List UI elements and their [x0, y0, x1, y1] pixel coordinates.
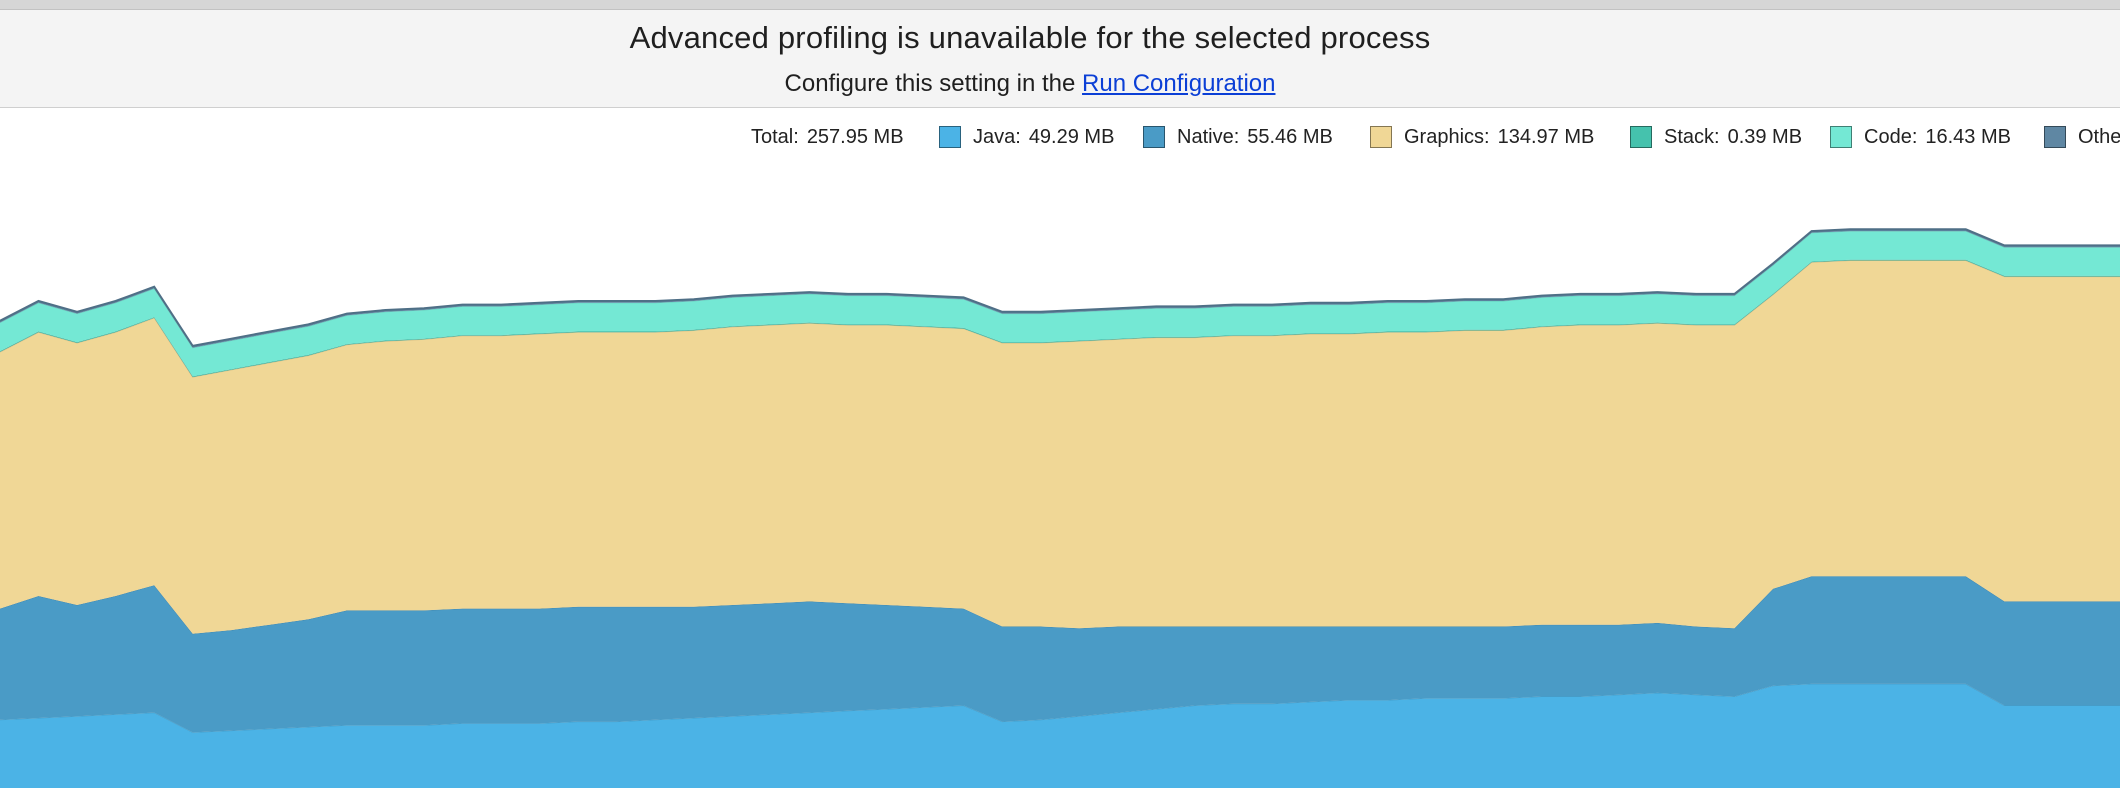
banner-title: Advanced profiling is unavailable for th…: [629, 20, 1431, 55]
legend-value-graphics: 134.97 MB: [1497, 126, 1595, 148]
area-series-graphics: [0, 260, 2120, 634]
area-edge-native: [0, 575, 2120, 635]
legend-total-label: Total:: [751, 126, 799, 148]
run-configuration-link[interactable]: Run Configuration: [1082, 70, 1276, 97]
legend-swatch-native: [1143, 126, 1165, 148]
legend-value-java: 49.29 MB: [1028, 126, 1115, 148]
area-series-code: [0, 231, 2120, 377]
memory-stacked-area-chart: [0, 228, 2120, 788]
legend-item-stack: Stack: 0.39 MB: [1630, 122, 1802, 152]
banner-subtitle: Configure this setting in the Run Config…: [0, 70, 2060, 98]
window-top-strip: [0, 0, 2120, 10]
legend-swatch-java: [939, 126, 961, 148]
legend-total-value: 257.95 MB: [806, 126, 904, 148]
legend-swatch-others: [2044, 126, 2066, 148]
area-series-java: [0, 683, 2120, 788]
legend-label-others: Othe: [2078, 126, 2120, 148]
legend-swatch-code: [1830, 126, 1852, 148]
legend-item-java: Java: 49.29 MB: [939, 122, 1114, 152]
legend-item-others: Othe: [2044, 122, 2120, 152]
legend-value-code: 16.43 MB: [1925, 126, 2011, 148]
legend-label-graphics: Graphics:: [1404, 126, 1490, 148]
legend-swatch-stack: [1630, 126, 1652, 148]
legend-item-graphics: Graphics: 134.97 MB: [1370, 122, 1594, 152]
area-layers: [0, 228, 2120, 788]
legend-value-native: 55.46 MB: [1247, 126, 1333, 148]
legend-swatch-graphics: [1370, 126, 1392, 148]
memory-legend: Total: 257.95 MB Java: 49.29 MB Native: …: [0, 122, 2120, 152]
profiling-unavailable-banner: Advanced profiling is unavailable for th…: [0, 10, 2120, 108]
legend-item-native: Native: 55.46 MB: [1143, 122, 1333, 152]
area-series-native: [0, 576, 2120, 733]
area-edge-others: [0, 228, 2120, 348]
legend-label-code: Code:: [1864, 126, 1918, 148]
legend-item-code: Code: 16.43 MB: [1830, 122, 2011, 152]
legend-value-stack: 0.39 MB: [1727, 126, 1803, 148]
legend-label-stack: Stack:: [1664, 126, 1720, 148]
legend-total: Total: 257.95 MB: [751, 122, 904, 152]
legend-label-native: Native:: [1177, 126, 1240, 148]
banner-subtitle-text: Configure this setting in the: [784, 70, 1076, 97]
legend-label-java: Java:: [973, 126, 1021, 148]
